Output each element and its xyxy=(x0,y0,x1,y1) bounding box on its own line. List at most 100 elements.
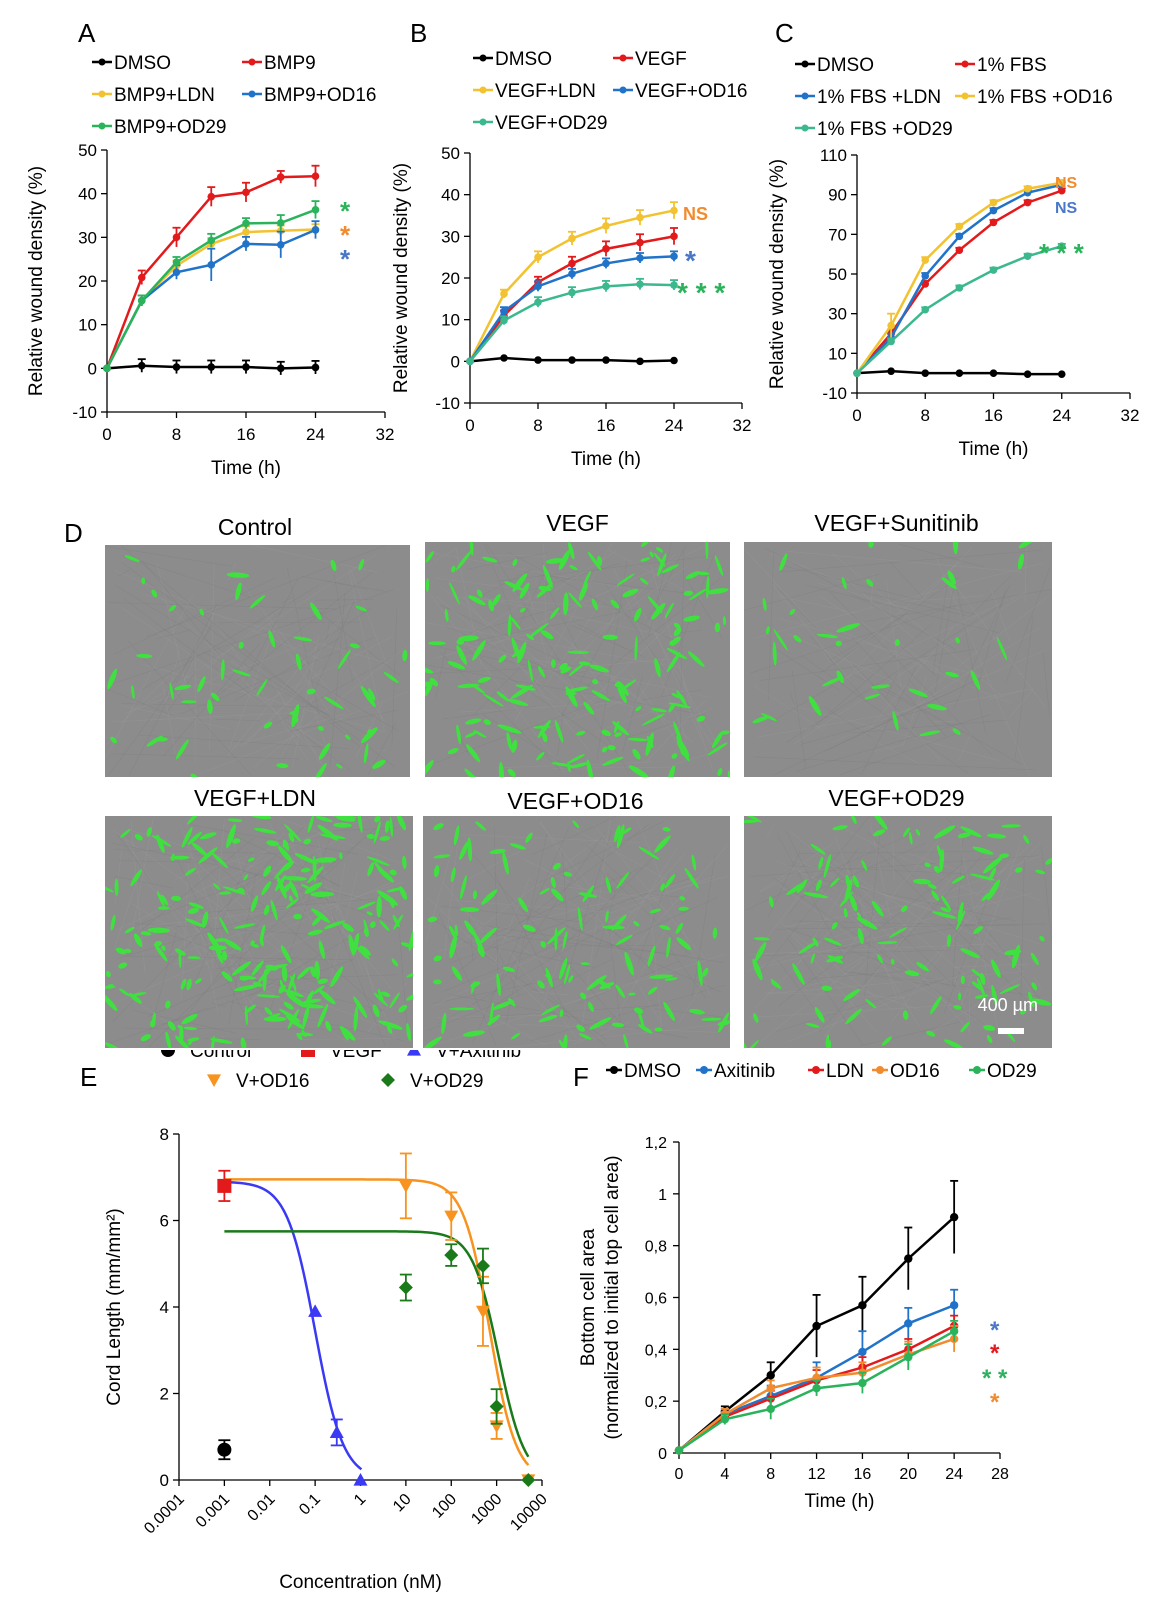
micrograph-texture xyxy=(777,835,846,960)
cell-mark xyxy=(482,556,498,563)
cell-mark xyxy=(253,827,277,834)
micrograph-texture xyxy=(796,714,991,772)
data-point-V+OD29 xyxy=(521,1473,536,1487)
cell-mark xyxy=(587,551,602,571)
micrograph-texture xyxy=(333,574,353,683)
cell-mark xyxy=(772,641,777,666)
cell-mark xyxy=(336,763,343,769)
micrograph-texture xyxy=(833,869,960,991)
data-point-BMP9+OD16 xyxy=(276,240,285,249)
cell-mark xyxy=(167,1021,176,1031)
cell-mark xyxy=(506,732,512,750)
micrograph-texture xyxy=(540,822,660,1020)
cell-mark xyxy=(849,895,858,912)
micrograph-texture xyxy=(691,854,716,1003)
cell-mark xyxy=(657,553,667,577)
micrograph-texture xyxy=(550,853,657,959)
cell-mark xyxy=(706,588,729,595)
y-axis-label: Bottom cell area xyxy=(578,1228,599,1366)
cell-mark xyxy=(161,945,166,951)
data-point-VEGF xyxy=(568,259,576,268)
cell-mark xyxy=(676,690,687,706)
data-point-VEGF+OD16 xyxy=(670,252,678,261)
data-point-1% FBS xyxy=(955,246,964,254)
data-point-VEGF xyxy=(636,238,644,247)
cell-mark xyxy=(289,880,299,899)
cell-mark xyxy=(1030,998,1052,1006)
cell-mark xyxy=(615,984,625,998)
cell-mark xyxy=(330,966,344,988)
cell-mark xyxy=(251,816,272,820)
micrograph-texture xyxy=(571,645,661,719)
cell-mark xyxy=(666,652,681,673)
micrograph-texture xyxy=(606,872,690,955)
y-tick-label: 8 xyxy=(160,1125,169,1144)
cell-mark xyxy=(458,635,479,642)
cell-mark xyxy=(615,934,633,945)
cell-mark xyxy=(955,910,966,931)
micrograph-texture xyxy=(144,553,378,705)
micrograph-texture xyxy=(228,626,276,751)
cell-mark xyxy=(614,732,622,737)
micrograph-texture xyxy=(860,667,917,776)
x-axis-label: Time (h) xyxy=(211,458,281,479)
micrograph-texture xyxy=(891,856,1013,1023)
micrograph-texture xyxy=(438,913,497,1046)
micrograph-texture xyxy=(818,854,983,1033)
micrograph-texture xyxy=(398,922,408,1033)
micrograph-texture xyxy=(760,959,863,1042)
cell-mark xyxy=(668,702,692,709)
legend-marker-Axitinib xyxy=(700,1066,708,1074)
micrograph-texture xyxy=(955,902,1022,972)
cell-mark xyxy=(447,748,459,755)
cell-mark xyxy=(955,637,960,644)
cell-mark xyxy=(425,666,434,674)
cell-mark xyxy=(447,661,466,670)
cell-mark xyxy=(971,968,983,978)
x-axis-label: Time (h) xyxy=(804,1491,874,1512)
cell-mark xyxy=(278,984,286,994)
cell-mark xyxy=(433,979,442,985)
cell-mark xyxy=(284,824,302,842)
micrograph-texture xyxy=(571,827,673,883)
micrograph-texture xyxy=(463,597,590,751)
data-point-DMSO xyxy=(137,361,146,370)
cell-mark xyxy=(357,901,376,910)
cell-mark xyxy=(310,891,335,897)
micrograph-texture xyxy=(181,621,213,682)
micrograph-texture xyxy=(753,925,921,970)
cell-mark xyxy=(1018,542,1037,549)
micrograph-texture xyxy=(142,593,388,664)
cell-mark xyxy=(264,963,288,971)
cell-mark xyxy=(509,843,526,850)
cell-mark xyxy=(470,981,481,988)
micrograph-texture xyxy=(180,637,375,715)
micrograph-texture xyxy=(757,852,832,951)
micrograph-texture xyxy=(953,584,1010,710)
cell-mark xyxy=(685,571,701,580)
micrograph-texture xyxy=(757,949,951,957)
micrograph-texture xyxy=(127,640,252,776)
micrograph-texture xyxy=(487,554,545,557)
micrograph-texture xyxy=(193,851,253,986)
y-tick-label: 0 xyxy=(160,1471,169,1490)
x-tick-label: 0 xyxy=(852,406,861,425)
micrograph-texture xyxy=(768,551,774,702)
micrograph-vegf-od29: 400 µm xyxy=(744,816,1052,1048)
micrograph-texture xyxy=(622,675,643,753)
cell-mark xyxy=(174,684,192,691)
cell-mark xyxy=(310,966,317,978)
cell-mark xyxy=(482,693,504,707)
micrograph-texture xyxy=(823,858,968,1038)
data-point-VEGF+LDN xyxy=(534,253,542,261)
micrograph-texture xyxy=(787,633,924,696)
micrograph-texture xyxy=(779,595,856,614)
legend-label: BMP9+OD29 xyxy=(114,117,226,138)
micrograph-texture xyxy=(499,555,712,582)
micrograph-texture xyxy=(190,824,359,855)
cell-mark xyxy=(358,559,365,571)
micrograph-texture xyxy=(131,903,350,1044)
cell-mark xyxy=(274,860,291,880)
micrograph-texture xyxy=(128,580,230,777)
cell-mark xyxy=(744,819,759,824)
